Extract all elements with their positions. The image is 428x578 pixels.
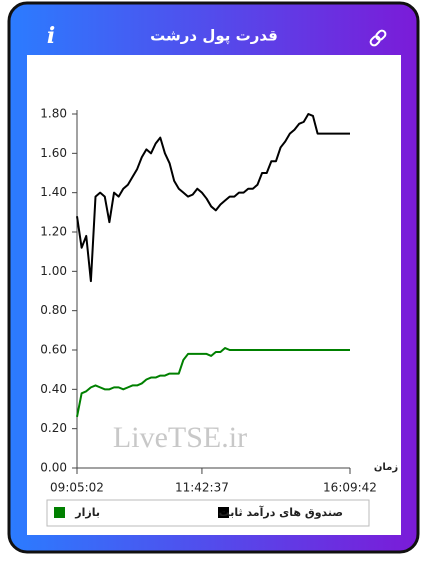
x-tick-label: 11:42:37	[175, 481, 229, 495]
watermark: LiveTSE.ir	[113, 421, 247, 454]
y-tick-label: 0.40	[40, 382, 67, 396]
legend-swatch	[54, 507, 65, 518]
x-tick-label: 09:05:02	[50, 481, 104, 495]
y-tick-label: 1.00	[40, 264, 67, 278]
y-tick-label: 1.60	[40, 146, 67, 160]
legend-label: بازار	[74, 506, 100, 519]
legend	[46, 499, 370, 527]
series-line	[76, 113, 350, 283]
y-tick-label: 0.20	[40, 421, 67, 435]
legend-swatch	[218, 507, 229, 518]
legend-label: صندوق های درآمد ثابت	[219, 505, 343, 519]
series-line	[76, 347, 350, 418]
info-button[interactable]: i	[47, 23, 55, 49]
x-axis-label: زمان	[374, 462, 398, 473]
y-tick-label: 0.00	[40, 461, 67, 475]
y-tick-label: 1.40	[40, 185, 67, 199]
y-tick-label: 1.20	[40, 225, 67, 239]
x-tick-label: 16:09:42	[323, 481, 377, 495]
header-title: قدرت پول درشت	[150, 27, 278, 46]
y-tick-label: 0.80	[40, 303, 67, 317]
y-tick-label: 0.60	[40, 343, 67, 357]
link-button[interactable]	[369, 29, 387, 47]
y-tick-label: 1.80	[40, 107, 67, 121]
plot: 0.00 0.20 0.40 0.60 0.80 1.00 1.20 1.40 1.60 1.80…	[40, 107, 377, 520]
chart-panel	[27, 55, 401, 535]
